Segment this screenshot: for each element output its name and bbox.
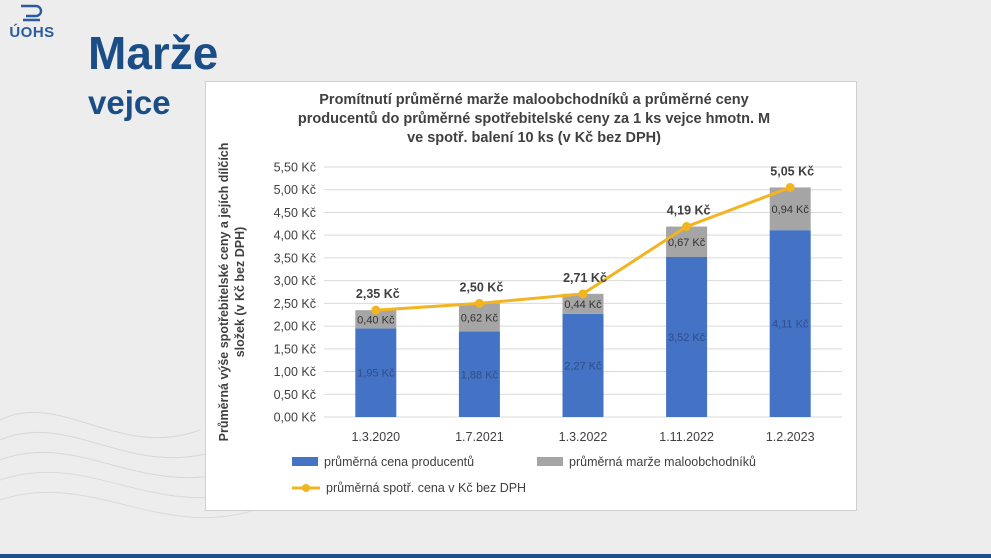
bar-margin-label: 0,67 Kč xyxy=(668,237,706,249)
y-tick-label: 0,00 Kč xyxy=(274,411,316,425)
y-tick-label: 2,00 Kč xyxy=(274,320,316,334)
chart-title-line: ve spotř. balení 10 ks (v Kč bez DPH) xyxy=(407,130,661,146)
bar-margin-label: 0,44 Kč xyxy=(564,299,602,311)
consumer-price-point xyxy=(785,182,795,192)
logo-text: ÚOHS xyxy=(9,24,55,41)
y-tick-label: 3,00 Kč xyxy=(274,274,316,288)
legend-line-marker xyxy=(302,484,310,492)
x-tick-label: 1.7.2021 xyxy=(455,430,504,444)
bar-producer-price xyxy=(769,230,811,417)
bar-margin-label: 0,40 Kč xyxy=(357,314,395,326)
bar-producer-label: 1,95 Kč xyxy=(357,368,395,380)
bar-producer-price xyxy=(458,331,500,417)
chart-title-line: producentů do průměrné spotřebitelské ce… xyxy=(298,111,770,127)
bar-margin-label: 0,62 Kč xyxy=(461,312,499,324)
y-axis-title-line: Průměrná výše spotřebitelské ceny a její… xyxy=(217,143,231,442)
x-tick-label: 1.3.2022 xyxy=(559,430,608,444)
y-tick-label: 4,00 Kč xyxy=(274,229,316,243)
y-tick-label: 1,50 Kč xyxy=(274,342,316,356)
consumer-price-label: 2,35 Kč xyxy=(356,287,400,301)
chart-panel: Promítnutí průměrné marže maloobchodníků… xyxy=(205,81,857,511)
uohs-logo: ÚOHS xyxy=(6,2,58,42)
y-axis-title-line: složek (v Kč bez DPH) xyxy=(233,227,247,358)
x-tick-label: 1.2.2023 xyxy=(766,430,815,444)
consumer-price-label: 5,05 Kč xyxy=(770,164,814,178)
bottom-accent-bar xyxy=(0,554,991,558)
consumer-price-label: 2,50 Kč xyxy=(460,280,504,294)
consumer-price-label: 4,19 Kč xyxy=(667,204,711,218)
bar-retail-margin xyxy=(666,226,708,257)
bar-producer-label: 4,11 Kč xyxy=(772,319,809,331)
consumer-price-point xyxy=(474,298,484,308)
bar-retail-margin xyxy=(458,303,500,332)
y-tick-label: 5,50 Kč xyxy=(274,161,316,175)
x-tick-label: 1.3.2020 xyxy=(351,430,400,444)
bar-producer-price xyxy=(666,257,708,417)
logo-mark-icon xyxy=(21,4,43,22)
bar-producer-label: 3,52 Kč xyxy=(668,332,706,344)
y-tick-label: 5,00 Kč xyxy=(274,183,316,197)
bar-margin-label: 0,94 Kč xyxy=(772,204,810,216)
bar-producer-label: 1,88 Kč xyxy=(461,369,499,381)
consumer-price-point xyxy=(371,305,381,315)
legend-producer-swatch xyxy=(292,457,318,466)
y-tick-label: 0,50 Kč xyxy=(274,388,316,402)
page-subtitle: vejce xyxy=(88,84,171,121)
bar-producer-price xyxy=(355,328,397,417)
chart-title-line: Promítnutí průměrné marže maloobchodníků… xyxy=(319,92,748,108)
bar-producer-label: 2,27 Kč xyxy=(564,360,602,372)
bar-retail-margin xyxy=(562,293,604,314)
legend-producer-label: průměrná cena producentů xyxy=(324,455,474,469)
y-tick-label: 1,00 Kč xyxy=(274,365,316,379)
consumer-price-label: 2,71 Kč xyxy=(563,271,607,285)
consumer-price-point xyxy=(682,222,692,232)
y-tick-label: 2,50 Kč xyxy=(274,297,316,311)
legend-margin-swatch xyxy=(537,457,563,466)
y-tick-label: 3,50 Kč xyxy=(274,251,316,265)
page-title: Marže xyxy=(88,27,219,79)
legend-line-label: průměrná spotř. cena v Kč bez DPH xyxy=(326,481,526,495)
consumer-price-point xyxy=(578,289,588,299)
bar-retail-margin xyxy=(355,310,397,329)
y-tick-label: 4,50 Kč xyxy=(274,206,316,220)
bar-retail-margin xyxy=(769,187,811,231)
bar-producer-price xyxy=(562,313,604,417)
x-tick-label: 1.11.2022 xyxy=(659,430,714,444)
legend-margin-label: průměrná marže maloobchodníků xyxy=(569,455,756,469)
stacked-bar-chart: Promítnutí průměrné marže maloobchodníků… xyxy=(217,92,842,495)
